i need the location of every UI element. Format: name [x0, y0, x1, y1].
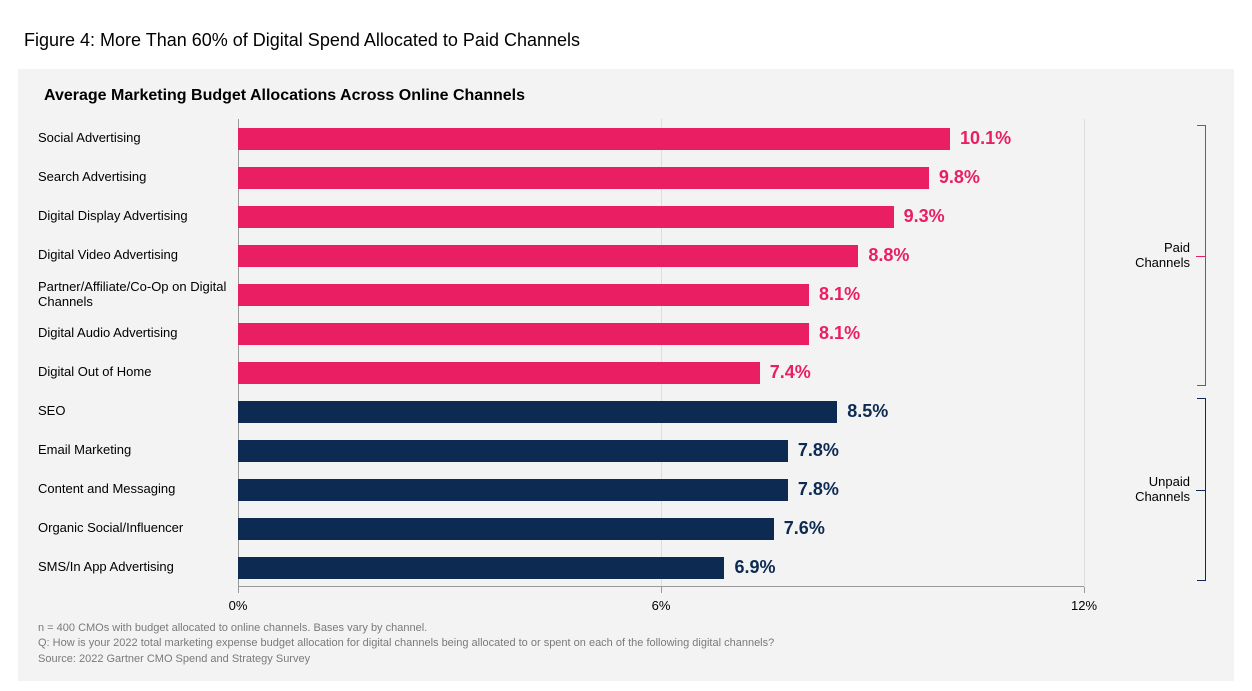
bar-label: Digital Out of Home: [38, 353, 238, 392]
bar-label: SMS/In App Advertising: [38, 548, 238, 587]
bar-row: 6.9%: [238, 548, 1084, 587]
bar-value: 8.5%: [847, 401, 888, 422]
group-label: PaidChannels: [1135, 240, 1196, 271]
bar-value: 8.1%: [819, 284, 860, 305]
bar-row: 7.4%: [238, 353, 1084, 392]
bar: [238, 245, 858, 267]
bar-row: 7.6%: [238, 509, 1084, 548]
bar-row: 8.1%: [238, 275, 1084, 314]
group-label: UnpaidChannels: [1135, 474, 1196, 505]
bar-value: 9.8%: [939, 167, 980, 188]
bar-label: Organic Social/Influencer: [38, 509, 238, 548]
chart-footnotes: n = 400 CMOs with budget allocated to on…: [38, 621, 1214, 667]
bar-label: Digital Display Advertising: [38, 197, 238, 236]
bar: [238, 401, 837, 423]
bar-label: Content and Messaging: [38, 470, 238, 509]
bar-row: 7.8%: [238, 431, 1084, 470]
figure-title: Figure 4: More Than 60% of Digital Spend…: [24, 30, 1234, 51]
bar-row: 9.3%: [238, 197, 1084, 236]
bar-value: 8.1%: [819, 323, 860, 344]
x-tick: [661, 587, 662, 593]
x-tick: [238, 587, 239, 593]
x-tick-label: 0%: [229, 598, 248, 613]
y-axis-labels: Social AdvertisingSearch AdvertisingDigi…: [38, 119, 238, 587]
bar-label: Digital Audio Advertising: [38, 314, 238, 353]
bar-value: 7.8%: [798, 479, 839, 500]
bar-row: 10.1%: [238, 119, 1084, 158]
bar: [238, 479, 788, 501]
x-tick-label: 12%: [1071, 598, 1097, 613]
bar: [238, 362, 760, 384]
bar-label: Partner/Affiliate/Co-Op on Digital Chann…: [38, 275, 238, 314]
bar: [238, 440, 788, 462]
bar-row: 9.8%: [238, 158, 1084, 197]
bar-row: 8.5%: [238, 392, 1084, 431]
bar-value: 7.4%: [770, 362, 811, 383]
bar-label: SEO: [38, 392, 238, 431]
chart-area: Social AdvertisingSearch AdvertisingDigi…: [38, 119, 1214, 587]
bar: [238, 128, 950, 150]
bar-row: 8.8%: [238, 236, 1084, 275]
bar-value: 10.1%: [960, 128, 1011, 149]
bar-row: 7.8%: [238, 470, 1084, 509]
x-tick: [1084, 587, 1085, 593]
bars-container: 10.1% 9.8% 9.3% 8.8% 8.1% 8.1% 7.4% 8.5% 7.8% 7.8…: [238, 119, 1084, 587]
bar: [238, 167, 929, 189]
footnote-line: Q: How is your 2022 total marketing expe…: [38, 636, 1214, 651]
bar-row: 8.1%: [238, 314, 1084, 353]
figure-wrapper: Figure 4: More Than 60% of Digital Spend…: [0, 0, 1252, 691]
bar: [238, 557, 724, 579]
bar-value: 9.3%: [904, 206, 945, 227]
bar-label: Digital Video Advertising: [38, 236, 238, 275]
bar: [238, 206, 894, 228]
bar-label: Email Marketing: [38, 431, 238, 470]
bar-value: 6.9%: [734, 557, 775, 578]
bar-value: 7.8%: [798, 440, 839, 461]
bar: [238, 284, 809, 306]
plot-area: 10.1% 9.8% 9.3% 8.8% 8.1% 8.1% 7.4% 8.5% 7.8% 7.8…: [238, 119, 1084, 587]
bar-label: Social Advertising: [38, 119, 238, 158]
group-brackets-column: PaidChannels UnpaidChannels: [1084, 119, 1214, 587]
footnote-line: Source: 2022 Gartner CMO Spend and Strat…: [38, 652, 1214, 667]
chart-title: Average Marketing Budget Allocations Acr…: [44, 87, 1214, 105]
bar: [238, 323, 809, 345]
bar-label: Search Advertising: [38, 158, 238, 197]
bar-value: 7.6%: [784, 518, 825, 539]
bar-value: 8.8%: [868, 245, 909, 266]
bar: [238, 518, 774, 540]
x-tick-label: 6%: [652, 598, 671, 613]
footnote-line: n = 400 CMOs with budget allocated to on…: [38, 621, 1214, 636]
chart-panel: Average Marketing Budget Allocations Acr…: [18, 69, 1234, 681]
